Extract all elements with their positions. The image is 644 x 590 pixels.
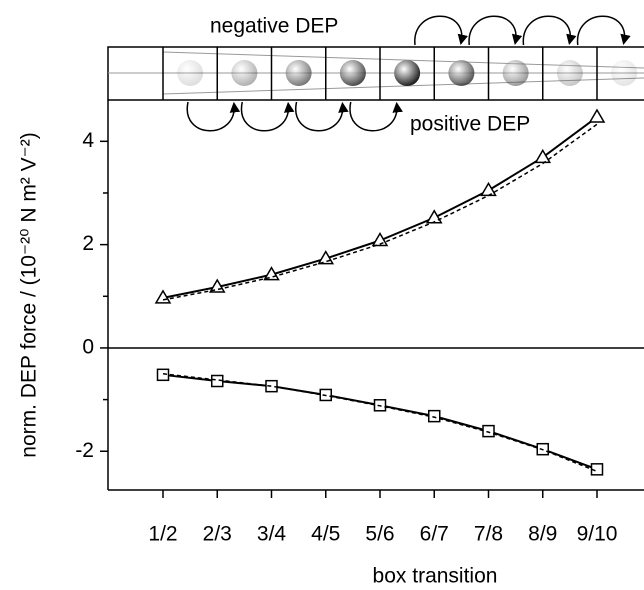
annotation: positive DEP	[410, 113, 530, 136]
x-tick-label: 5/6	[365, 523, 394, 546]
x-tick-label: 9/10	[577, 523, 618, 546]
series-line	[162, 373, 598, 471]
particle	[556, 60, 583, 86]
marker	[211, 374, 224, 388]
y-tick-label: -2	[75, 439, 94, 462]
x-tick-label: 8/9	[528, 523, 557, 546]
particle	[611, 60, 638, 86]
x-tick-label: 2/3	[203, 523, 232, 546]
y-tick-label: 2	[82, 232, 94, 255]
arrow	[414, 15, 468, 46]
arrow	[522, 15, 577, 46]
particle	[502, 60, 529, 86]
particle	[339, 60, 366, 86]
arrow	[295, 101, 349, 132]
series-line	[162, 373, 598, 473]
x-tick-label: 4/5	[311, 523, 340, 546]
marker	[482, 424, 495, 438]
marker	[428, 409, 441, 423]
marker	[371, 232, 389, 247]
arrow	[468, 15, 523, 46]
particle	[177, 60, 204, 86]
y-axis-label: norm. DEP force / (10⁻²⁰ N m² V⁻²)	[18, 132, 41, 457]
marker	[265, 379, 278, 393]
marker	[480, 181, 497, 197]
x-tick-label: 7/8	[474, 523, 503, 546]
particle	[394, 60, 421, 86]
particle	[231, 60, 258, 86]
arrow	[349, 101, 403, 132]
arrow	[240, 101, 295, 132]
marker	[425, 209, 443, 224]
marker	[156, 368, 170, 382]
particle	[448, 60, 475, 86]
arrow	[186, 101, 241, 132]
x-tick-label: 1/2	[148, 523, 177, 546]
marker	[588, 108, 606, 123]
marker	[534, 148, 552, 164]
arrow	[576, 15, 631, 46]
marker	[590, 463, 604, 476]
particle	[285, 60, 312, 86]
annotation: negative DEP	[210, 15, 338, 38]
x-tick-label: 3/4	[257, 523, 287, 546]
y-tick-label: 4	[82, 129, 94, 152]
x-axis-label: box transition	[373, 565, 498, 588]
series-line	[162, 123, 598, 301]
y-tick-label: 0	[82, 335, 94, 358]
series-line	[162, 116, 598, 299]
label-bg	[408, 112, 533, 136]
x-tick-label: 6/7	[420, 523, 449, 546]
